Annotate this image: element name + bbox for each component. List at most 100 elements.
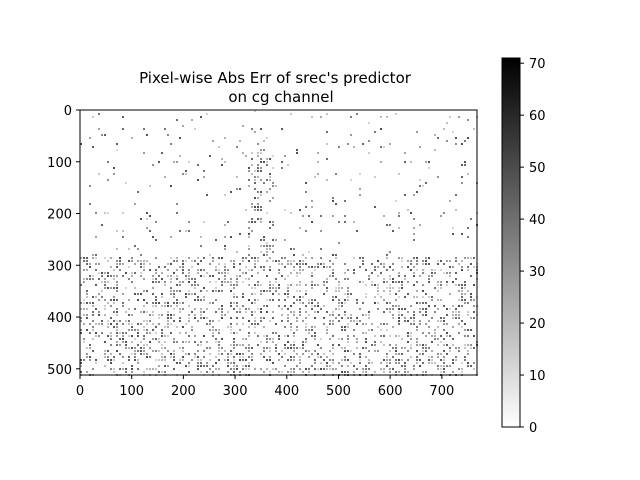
error-pixel xyxy=(269,284,271,286)
error-pixel xyxy=(344,293,346,295)
error-pixel xyxy=(233,359,235,361)
error-pixel xyxy=(179,320,181,322)
error-pixel xyxy=(473,311,475,313)
error-pixel xyxy=(407,350,409,352)
error-pixel xyxy=(230,368,232,370)
error-pixel xyxy=(335,290,337,292)
error-pixel xyxy=(461,293,463,295)
error-pixel xyxy=(242,296,244,298)
error-pixel xyxy=(242,317,244,319)
error-pixel xyxy=(362,314,364,316)
plot-frame xyxy=(79,109,478,376)
error-pixel xyxy=(383,311,385,313)
error-pixel xyxy=(314,305,316,307)
error-pixel xyxy=(131,368,133,370)
error-pixel xyxy=(116,320,118,322)
error-pixel xyxy=(221,347,223,349)
error-pixel xyxy=(80,284,82,286)
error-pixel xyxy=(434,305,436,307)
error-pixel xyxy=(221,353,223,355)
error-pixel xyxy=(269,200,271,202)
error-pixel xyxy=(191,293,193,295)
error-pixel xyxy=(299,299,301,301)
error-pixel xyxy=(416,191,418,193)
error-pixel xyxy=(266,260,268,262)
error-pixel xyxy=(197,365,199,367)
error-pixel xyxy=(359,173,361,175)
error-pixel xyxy=(179,308,181,310)
error-pixel xyxy=(275,239,277,241)
error-pixel xyxy=(419,179,421,181)
error-pixel xyxy=(338,314,340,316)
error-pixel xyxy=(362,143,364,145)
error-pixel xyxy=(302,296,304,298)
error-pixel xyxy=(119,332,121,334)
error-pixel xyxy=(377,284,379,286)
error-pixel xyxy=(347,269,349,271)
error-pixel xyxy=(224,248,226,250)
error-pixel xyxy=(260,149,262,151)
error-pixel xyxy=(434,287,436,289)
error-pixel xyxy=(296,320,298,322)
error-pixel xyxy=(374,176,376,178)
error-noise-layer xyxy=(80,110,478,376)
error-pixel xyxy=(266,338,268,340)
error-pixel xyxy=(365,371,367,373)
error-pixel xyxy=(293,341,295,343)
error-pixel xyxy=(263,140,265,142)
error-pixel xyxy=(350,362,352,364)
error-pixel xyxy=(263,335,265,337)
x-tick-label: 300 xyxy=(223,384,248,399)
error-pixel xyxy=(167,350,169,352)
error-pixel xyxy=(416,257,418,259)
error-pixel xyxy=(257,197,259,199)
error-pixel xyxy=(302,347,304,349)
error-pixel xyxy=(230,350,232,352)
error-pixel xyxy=(215,299,217,301)
error-pixel xyxy=(125,371,127,373)
error-pixel xyxy=(182,260,184,262)
error-pixel xyxy=(101,323,103,325)
error-pixel xyxy=(374,296,376,298)
error-pixel xyxy=(401,266,403,268)
error-pixel xyxy=(419,302,421,304)
error-pixel xyxy=(137,323,139,325)
error-pixel xyxy=(332,368,334,370)
error-pixel xyxy=(380,362,382,364)
error-pixel xyxy=(134,347,136,349)
error-pixel xyxy=(365,293,367,295)
error-pixel xyxy=(227,362,229,364)
error-pixel xyxy=(185,275,187,277)
error-pixel xyxy=(317,284,319,286)
error-pixel xyxy=(338,299,340,301)
error-pixel xyxy=(101,296,103,298)
error-pixel xyxy=(392,356,394,358)
error-pixel xyxy=(83,260,85,262)
error-pixel xyxy=(260,179,262,181)
error-pixel xyxy=(392,269,394,271)
error-pixel xyxy=(392,230,394,232)
error-pixel xyxy=(158,275,160,277)
error-pixel xyxy=(173,350,175,352)
error-pixel xyxy=(434,311,436,313)
error-pixel xyxy=(407,293,409,295)
error-pixel xyxy=(80,257,82,259)
error-pixel xyxy=(338,302,340,304)
error-pixel xyxy=(164,347,166,349)
error-pixel xyxy=(332,269,334,271)
error-pixel xyxy=(380,272,382,274)
error-pixel xyxy=(305,182,307,184)
error-pixel xyxy=(152,311,154,313)
error-pixel xyxy=(455,137,457,139)
error-pixel xyxy=(104,278,106,280)
error-pixel xyxy=(131,260,133,262)
error-pixel xyxy=(227,281,229,283)
error-pixel xyxy=(203,176,205,178)
error-pixel xyxy=(110,344,112,346)
error-pixel xyxy=(104,284,106,286)
colorbar-tick-label: 0 xyxy=(529,421,537,436)
error-pixel xyxy=(197,263,199,265)
error-pixel xyxy=(164,371,166,373)
error-pixel xyxy=(113,296,115,298)
error-pixel xyxy=(86,314,88,316)
